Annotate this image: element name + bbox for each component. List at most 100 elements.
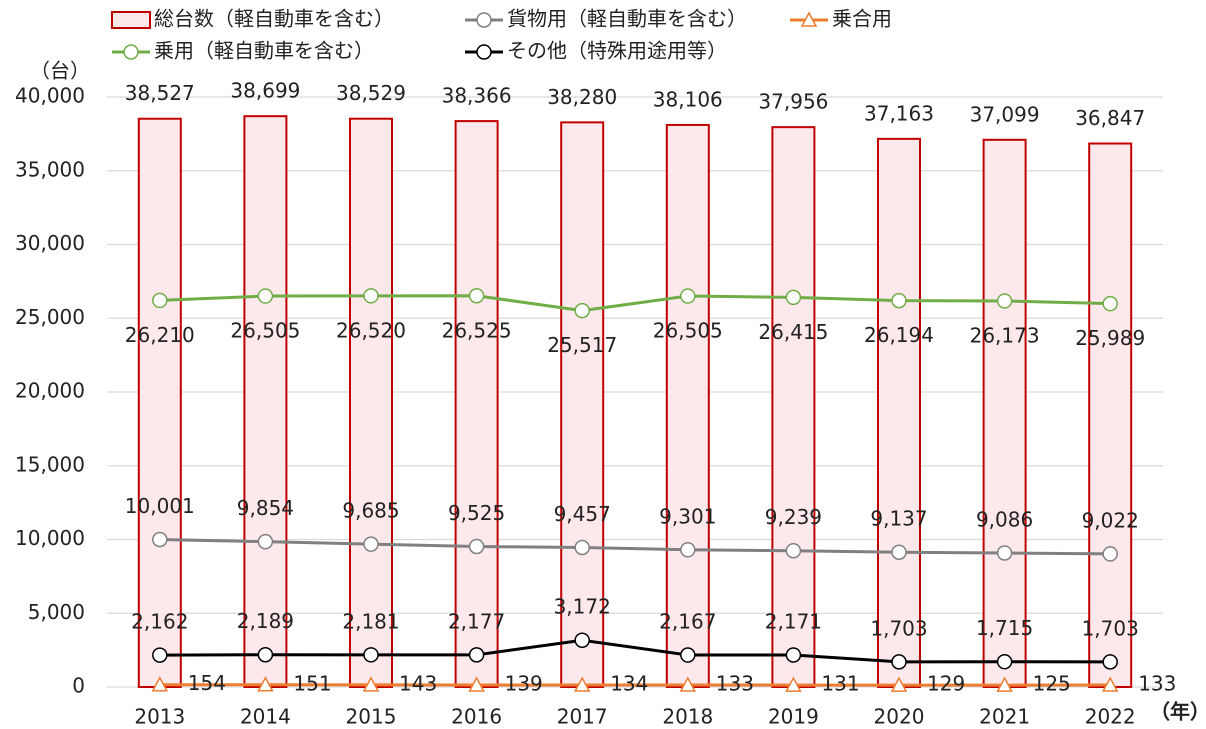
data-label: 9,685 — [342, 499, 399, 523]
data-label: 37,163 — [864, 101, 934, 125]
data-label: 10,001 — [125, 494, 195, 518]
bar — [877, 137, 921, 688]
data-label: 38,106 — [653, 87, 723, 111]
data-label: 131 — [821, 672, 859, 696]
bar — [560, 121, 605, 689]
marker — [891, 292, 907, 309]
marker — [257, 646, 274, 663]
x-tick-label: 2014 — [240, 705, 291, 729]
y-tick-label: 20,000 — [15, 379, 85, 403]
data-label: 38,529 — [336, 81, 406, 105]
data-label: 9,239 — [765, 505, 822, 529]
marker — [996, 676, 1013, 692]
data-label: 2,177 — [448, 609, 505, 633]
marker — [362, 676, 380, 692]
data-label: 38,699 — [230, 79, 300, 103]
data-label: 2,181 — [342, 609, 399, 633]
y-tick-label: 0 — [72, 674, 85, 698]
data-label: 36,847 — [1075, 106, 1145, 130]
data-label: 3,172 — [554, 595, 611, 619]
marker — [468, 647, 485, 663]
marker — [891, 544, 907, 560]
x-tick-label: 2016 — [451, 705, 502, 729]
marker — [996, 653, 1013, 670]
x-axis-label: （年） — [1150, 700, 1206, 724]
bar — [982, 138, 1027, 689]
data-label: 37,099 — [970, 102, 1040, 126]
legend-label: 総台数（軽自動車を含む） — [154, 7, 394, 31]
marker — [468, 538, 485, 555]
data-label: 2,171 — [765, 609, 822, 633]
data-label: 9,137 — [870, 507, 927, 531]
x-tick-label: 2013 — [134, 705, 185, 729]
bar — [771, 126, 816, 689]
marker — [363, 288, 379, 304]
marker — [363, 536, 379, 552]
data-label: 134 — [610, 672, 648, 696]
legend-marker — [476, 12, 492, 28]
data-label: 1,715 — [976, 616, 1033, 640]
marker — [996, 293, 1013, 309]
bar — [243, 115, 288, 688]
bar — [137, 117, 182, 689]
data-label: 9,525 — [448, 501, 505, 525]
marker — [152, 531, 168, 548]
x-tick-label: 2017 — [557, 705, 608, 729]
marker — [785, 289, 802, 306]
marker — [680, 542, 696, 558]
data-label: 2,162 — [131, 610, 188, 634]
line — [159, 638, 1111, 664]
data-label: 2,167 — [659, 610, 716, 634]
data-label: 1,703 — [1082, 616, 1139, 640]
data-label: 2,189 — [237, 609, 294, 633]
legend-label: 貨物用（軽自動車を含む） — [507, 7, 747, 31]
data-label: 151 — [293, 671, 331, 695]
legend-marker — [123, 44, 139, 60]
x-tick-label: 2020 — [874, 705, 925, 729]
marker — [468, 676, 485, 692]
marker — [468, 288, 485, 304]
legend-label: 乗合用 — [832, 7, 892, 31]
marker — [152, 292, 168, 309]
y-tick-label: 5,000 — [28, 600, 85, 624]
data-label: 9,086 — [976, 507, 1033, 531]
marker — [785, 542, 802, 559]
marker — [574, 302, 590, 319]
y-axis-label: （台） — [30, 59, 90, 83]
data-label: 9,854 — [237, 496, 294, 520]
data-label: 26,194 — [864, 323, 934, 347]
data-label: 9,301 — [659, 504, 716, 528]
marker — [1101, 676, 1119, 692]
bar — [665, 123, 710, 688]
data-label: 143 — [399, 671, 437, 695]
marker — [890, 676, 908, 692]
data-label: 139 — [505, 671, 543, 695]
bar — [349, 117, 393, 688]
data-label: 129 — [927, 672, 965, 696]
marker — [573, 676, 591, 692]
data-label: 38,527 — [125, 81, 195, 105]
marker — [152, 647, 168, 663]
data-label: 154 — [188, 671, 226, 695]
data-label: 25,517 — [547, 333, 617, 357]
bar — [1088, 142, 1133, 688]
line — [159, 294, 1111, 313]
y-tick-label: 35,000 — [15, 157, 85, 181]
y-tick-label: 15,000 — [15, 452, 85, 476]
legend-label: 乗用（軽自動車を含む） — [154, 39, 374, 63]
y-tick-label: 10,000 — [15, 526, 85, 550]
x-tick-label: 2019 — [768, 705, 819, 729]
legend-swatch — [111, 11, 151, 29]
marker — [151, 676, 169, 692]
data-label: 25,989 — [1075, 326, 1145, 350]
x-tick-label: 2021 — [979, 705, 1030, 729]
data-label: 26,173 — [970, 323, 1040, 347]
marker — [363, 647, 379, 663]
data-label: 26,415 — [758, 320, 828, 344]
data-label: 26,525 — [442, 318, 512, 342]
legend-label: その他（特殊用途用等） — [507, 39, 727, 63]
data-label: 9,022 — [1082, 508, 1139, 532]
marker — [996, 545, 1013, 561]
data-label: 1,703 — [870, 616, 927, 640]
